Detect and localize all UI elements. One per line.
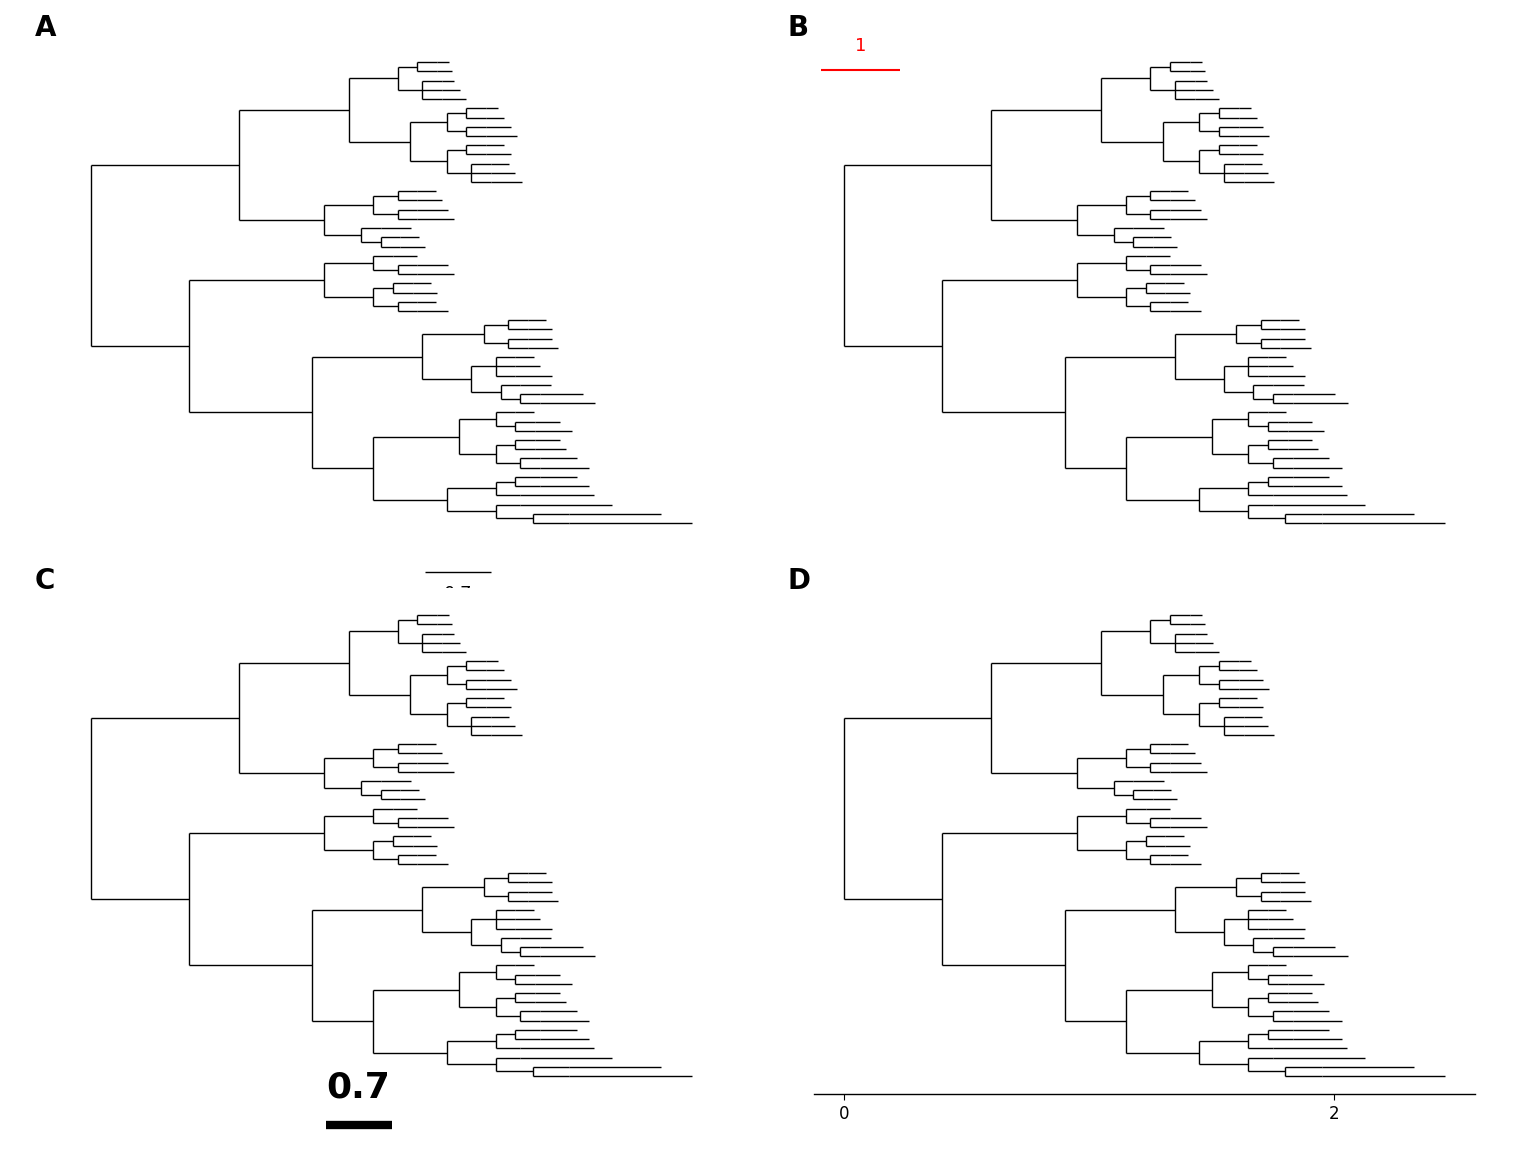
Text: 0.7: 0.7 (444, 584, 472, 602)
Text: A: A (35, 14, 57, 43)
Text: C: C (35, 567, 55, 596)
Text: 1: 1 (854, 37, 866, 55)
Text: 0.7: 0.7 (327, 1070, 390, 1105)
Text: B: B (788, 14, 809, 43)
Text: D: D (788, 567, 811, 596)
